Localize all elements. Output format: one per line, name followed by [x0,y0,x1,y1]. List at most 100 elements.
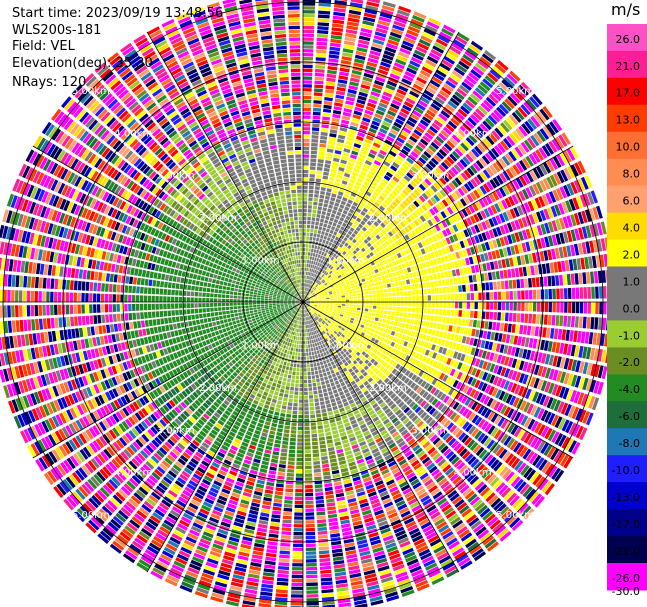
velocity-gate [497,528,509,539]
velocity-gate [400,544,413,552]
velocity-gate [326,383,331,388]
velocity-gate [394,240,400,247]
velocity-gate [375,437,383,444]
velocity-gate [382,498,392,505]
velocity-gate [311,309,315,313]
velocity-gate [351,423,359,429]
velocity-gate [333,563,345,569]
velocity-gate [443,395,450,404]
velocity-gate [552,189,560,202]
velocity-gate [434,424,442,433]
velocity-gate [358,39,370,46]
velocity-gate [390,103,400,110]
velocity-gate [365,259,370,265]
velocity-gate [346,92,356,98]
velocity-gate [349,572,362,579]
velocity-gate [325,322,329,327]
velocity-gate [308,387,313,391]
velocity-gate [337,83,347,88]
velocity-gate [418,354,424,361]
velocity-gate [330,169,337,174]
velocity-gate [467,399,475,409]
velocity-gate [381,332,387,338]
velocity-gate [403,160,412,168]
velocity-gate [337,305,342,308]
velocity-gate [411,132,420,140]
velocity-gate [586,347,592,360]
velocity-gate [428,396,435,404]
velocity-gate [344,361,349,367]
velocity-gate [528,185,537,197]
velocity-gate [344,36,356,42]
velocity-gate [431,468,441,477]
velocity-gate [345,450,353,456]
velocity-gate [456,200,464,209]
velocity-gate [362,20,375,27]
velocity-gate [425,416,433,425]
velocity-gate [408,456,418,464]
velocity-gate [388,292,392,297]
velocity-gate [310,414,316,419]
velocity-gate [303,64,313,69]
velocity-gate [311,221,315,225]
velocity-gate [297,356,301,360]
velocity-gate [330,261,335,266]
velocity-gate [593,348,599,361]
velocity-gate [568,198,576,211]
velocity-gate [326,315,330,319]
velocity-gate [503,489,515,501]
velocity-gate [323,235,328,240]
velocity-gate [462,102,473,112]
velocity-gate [344,206,350,212]
velocity-gate [414,406,422,414]
velocity-gate [473,283,478,291]
velocity-gate [448,453,457,463]
velocity-gate [308,306,312,310]
velocity-gate [335,344,340,349]
velocity-gate [337,452,345,458]
velocity-gate [459,327,465,335]
velocity-gate [462,408,470,417]
velocity-gate [420,438,428,446]
velocity-gate [373,433,381,440]
velocity-gate [306,574,318,579]
velocity-gate [306,601,319,606]
velocity-gate [316,291,320,294]
velocity-gate [437,213,444,221]
velocity-gate [485,373,492,383]
velocity-gate [334,271,339,275]
velocity-gate [502,185,510,196]
velocity-gate [451,269,457,277]
velocity-gate [290,430,297,434]
velocity-gate [308,316,311,320]
velocity-gate [535,392,543,404]
velocity-gate [426,253,432,260]
velocity-gate [307,293,311,297]
velocity-gate [308,307,311,311]
velocity-gate [386,545,398,553]
velocity-gate [452,243,458,251]
velocity-gate [377,379,383,385]
velocity-gate [481,53,494,64]
velocity-gate [305,512,315,516]
velocity-gate [519,400,527,411]
velocity-gate [429,79,441,88]
velocity-gate [314,311,318,315]
velocity-gate [407,379,413,387]
velocity-gate [443,507,454,516]
velocity-gate [514,244,520,255]
velocity-gate [556,188,564,200]
velocity-gate [307,316,309,321]
velocity-gate [469,191,477,201]
velocity-gate [544,222,551,234]
velocity-gate [320,401,325,406]
velocity-gate [575,287,580,299]
velocity-gate [536,238,543,249]
velocity-gate [304,450,311,454]
velocity-gate [296,344,299,348]
velocity-gate [499,172,508,183]
velocity-gate [460,172,469,181]
velocity-gate [419,269,425,276]
velocity-gate [343,285,347,289]
